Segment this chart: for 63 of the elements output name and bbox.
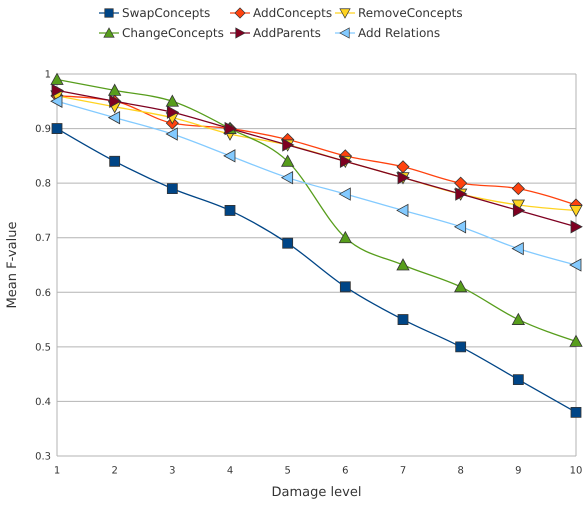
point bbox=[512, 242, 524, 256]
x-tick-label: 5 bbox=[284, 466, 291, 476]
point bbox=[396, 204, 408, 217]
point bbox=[512, 182, 525, 195]
point bbox=[570, 205, 582, 217]
y-tick-label: 0.7 bbox=[35, 233, 51, 244]
point bbox=[282, 238, 294, 249]
point bbox=[52, 84, 64, 97]
point bbox=[166, 128, 178, 140]
point bbox=[166, 183, 178, 194]
point bbox=[108, 84, 122, 96]
y-axis-title: Mean F-value bbox=[5, 222, 20, 308]
point bbox=[340, 281, 351, 292]
x-axis-title: Damage level bbox=[272, 485, 362, 500]
legend-label: ChangeConcepts bbox=[122, 26, 224, 40]
x-tick-label: 1 bbox=[54, 466, 60, 476]
x-tick-label: 7 bbox=[400, 466, 406, 476]
x-tick-label: 2 bbox=[111, 466, 118, 476]
point bbox=[570, 406, 582, 418]
legend-label: Add Relations bbox=[358, 26, 440, 40]
x-tick-label: 9 bbox=[515, 466, 522, 476]
y-tick-label: 1 bbox=[44, 70, 51, 80]
legend-label: RemoveConcepts bbox=[358, 6, 463, 20]
x-tick-label: 4 bbox=[226, 466, 234, 476]
point bbox=[455, 341, 466, 352]
point bbox=[570, 258, 582, 272]
point bbox=[166, 106, 179, 119]
x-tick-label: 10 bbox=[570, 466, 582, 476]
point bbox=[396, 258, 410, 270]
point bbox=[512, 374, 524, 385]
legend-label: SwapConcepts bbox=[122, 6, 210, 20]
y-tick-label: 0.4 bbox=[35, 396, 51, 408]
point bbox=[338, 231, 352, 244]
point bbox=[454, 220, 466, 234]
point bbox=[398, 314, 408, 325]
point bbox=[396, 160, 410, 174]
point bbox=[338, 188, 351, 200]
y-tick-label: 0.3 bbox=[35, 452, 51, 462]
point bbox=[108, 111, 120, 124]
point bbox=[454, 176, 468, 190]
y-tick-label: 0.5 bbox=[35, 342, 51, 354]
point bbox=[512, 204, 525, 217]
point bbox=[166, 94, 179, 107]
point bbox=[224, 205, 236, 216]
legend-label: AddConcepts bbox=[253, 6, 332, 20]
point bbox=[50, 73, 64, 85]
x-tick-label: 6 bbox=[342, 466, 349, 476]
point bbox=[52, 123, 62, 134]
point bbox=[512, 313, 525, 325]
point bbox=[281, 154, 294, 167]
point bbox=[50, 94, 62, 108]
point bbox=[570, 335, 582, 347]
point bbox=[281, 171, 294, 184]
point bbox=[454, 280, 468, 292]
legend-label: AddParents bbox=[253, 26, 321, 40]
point bbox=[109, 156, 120, 167]
point bbox=[224, 149, 236, 162]
y-tick-label: 0.9 bbox=[35, 124, 51, 136]
x-tick-label: 8 bbox=[457, 466, 464, 476]
y-tick-label: 0.8 bbox=[35, 178, 51, 190]
point bbox=[570, 220, 582, 234]
y-tick-label: 0.6 bbox=[35, 288, 51, 299]
x-tick-label: 3 bbox=[169, 466, 176, 476]
